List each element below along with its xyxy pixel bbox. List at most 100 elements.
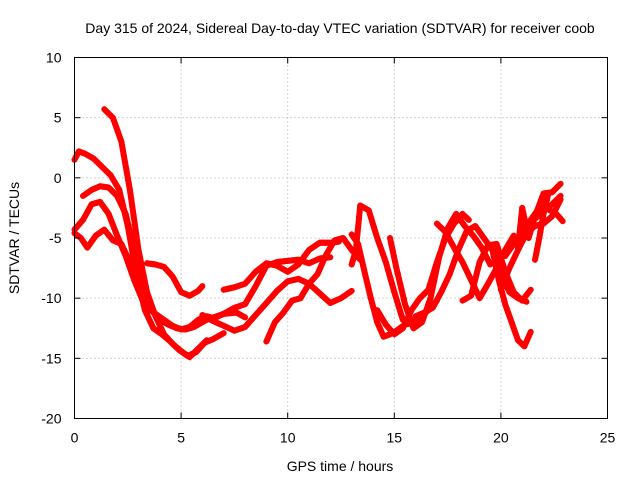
data-point xyxy=(533,251,540,258)
data-series-arc-7 xyxy=(199,275,355,334)
data-point xyxy=(496,248,503,255)
data-point xyxy=(431,277,438,284)
data-point xyxy=(129,265,136,272)
data-point xyxy=(448,267,454,274)
data-point xyxy=(556,182,563,189)
data-point xyxy=(542,201,549,208)
data-point xyxy=(536,200,543,207)
data-point xyxy=(198,284,205,291)
series-markers xyxy=(532,197,550,263)
data-point xyxy=(398,326,405,333)
data-point xyxy=(116,186,123,193)
data-point xyxy=(111,226,118,233)
data-point xyxy=(315,268,322,275)
data-point xyxy=(105,210,112,217)
data-point xyxy=(136,267,143,274)
data-point xyxy=(517,224,524,231)
data-point xyxy=(133,276,139,283)
data-point xyxy=(218,331,225,338)
data-point xyxy=(502,301,509,308)
data-point xyxy=(270,322,277,328)
y-axis-label: SDTVAR / TECUs xyxy=(6,182,22,294)
data-point xyxy=(438,246,445,252)
data-point xyxy=(381,255,388,262)
data-point xyxy=(463,214,470,221)
data-point xyxy=(361,268,368,275)
data-point xyxy=(539,216,546,223)
data-point xyxy=(134,262,141,269)
data-point xyxy=(348,261,355,268)
data-point xyxy=(522,340,529,347)
data-point xyxy=(137,289,144,296)
data-point xyxy=(130,212,137,219)
data-point xyxy=(392,259,399,266)
data-point xyxy=(269,324,276,331)
data-series-arc-23 xyxy=(532,192,551,263)
data-point xyxy=(352,247,359,253)
data-point xyxy=(555,195,562,202)
data-point xyxy=(391,289,398,296)
data-point xyxy=(532,256,538,263)
data-point xyxy=(521,214,528,221)
data-point xyxy=(370,223,377,230)
y-tick-label: -10 xyxy=(41,290,61,306)
data-point xyxy=(471,278,478,285)
data-point xyxy=(398,285,405,292)
data-point xyxy=(364,281,371,288)
data-point xyxy=(123,216,130,223)
data-point xyxy=(504,307,511,314)
data-point xyxy=(525,334,532,341)
data-point xyxy=(386,272,393,278)
data-point xyxy=(347,288,354,295)
data-point xyxy=(520,209,527,216)
data-point xyxy=(491,259,498,266)
data-point xyxy=(474,268,481,275)
data-point xyxy=(357,252,364,259)
data-point xyxy=(500,293,506,300)
data-point xyxy=(109,114,116,121)
data-point xyxy=(365,207,372,214)
data-point xyxy=(505,310,512,317)
x-tick-label: 25 xyxy=(600,430,616,446)
data-point xyxy=(319,260,326,267)
data-point xyxy=(428,289,435,296)
data-point xyxy=(360,263,367,270)
data-point xyxy=(120,152,127,159)
data-point xyxy=(499,283,506,290)
data-point xyxy=(519,204,526,211)
data-point xyxy=(500,264,507,271)
data-point xyxy=(493,265,500,272)
data-point xyxy=(470,283,477,290)
data-point xyxy=(129,204,136,211)
data-point xyxy=(264,335,271,342)
y-tick-label: 0 xyxy=(54,170,62,186)
data-point xyxy=(511,328,518,335)
data-point xyxy=(349,257,356,264)
data-point xyxy=(456,244,463,251)
data-point xyxy=(433,265,440,272)
data-point xyxy=(526,288,533,295)
data-point xyxy=(135,283,142,290)
data-point xyxy=(116,131,122,138)
data-point xyxy=(535,203,542,210)
data-point xyxy=(117,135,124,142)
data-point xyxy=(112,121,119,128)
data-point xyxy=(106,214,113,220)
data-point xyxy=(350,254,357,261)
data-point xyxy=(420,315,427,322)
data-point xyxy=(366,211,373,218)
data-point xyxy=(440,237,447,244)
data-point xyxy=(368,215,375,222)
data-point xyxy=(122,159,129,166)
data-point xyxy=(510,325,517,332)
data-point xyxy=(506,313,513,320)
data-point xyxy=(124,173,131,180)
data-point xyxy=(398,312,405,319)
data-point xyxy=(239,313,246,319)
data-point xyxy=(472,273,479,280)
data-point xyxy=(461,233,468,240)
series-markers xyxy=(459,241,533,304)
data-point xyxy=(521,343,528,350)
data-point xyxy=(432,271,439,278)
data-point xyxy=(375,238,382,245)
